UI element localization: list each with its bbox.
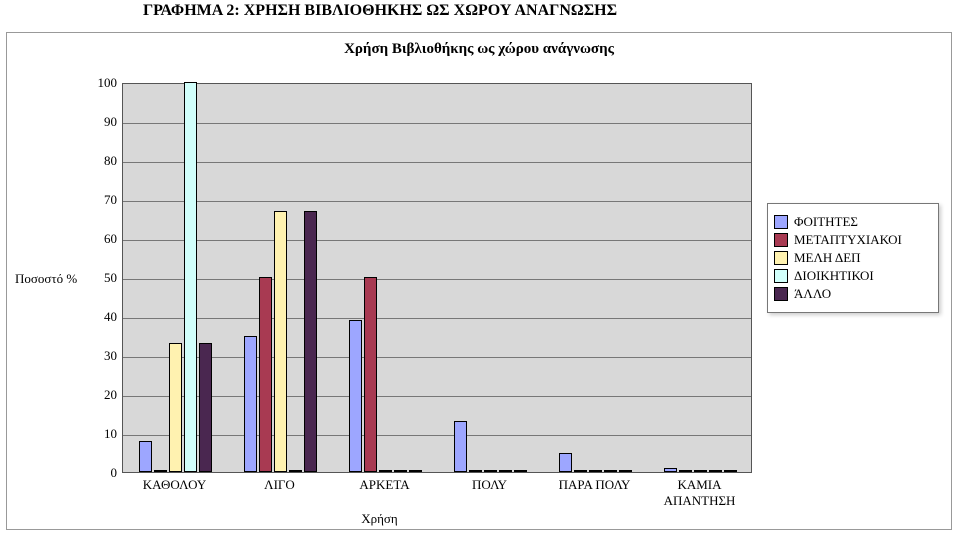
bar xyxy=(199,343,212,472)
legend-item: ΦΟΙΤΗΤΕΣ xyxy=(774,214,932,230)
bar xyxy=(469,470,482,472)
legend-swatch xyxy=(774,215,788,229)
x-tick-label: ΚΑΘΟΛΟΥ xyxy=(125,477,225,493)
bar xyxy=(274,211,287,472)
y-tick-label: 40 xyxy=(87,309,117,325)
grid-line xyxy=(123,318,751,319)
bar xyxy=(289,470,302,472)
grid-line xyxy=(123,201,751,202)
bar xyxy=(259,277,272,472)
bar xyxy=(454,421,467,472)
x-tick-label: ΚΑΜΙΑΑΠΑΝΤΗΣΗ xyxy=(650,477,750,509)
page-root: ΓΡΑΦΗΜΑ 2: ΧΡΗΣΗ ΒΙΒΛΙΟΘΗΚΗΣ ΩΣ ΧΩΡΟΥ ΑΝ… xyxy=(0,0,959,538)
y-tick-label: 60 xyxy=(87,231,117,247)
bar xyxy=(304,211,317,472)
y-tick-label: 80 xyxy=(87,153,117,169)
x-tick-label: ΠΟΛΥ xyxy=(440,477,540,493)
bar xyxy=(394,470,407,472)
legend-item: ΜΕΤΑΠΤΥΧΙΑΚΟΙ xyxy=(774,232,932,248)
y-tick-label: 70 xyxy=(87,192,117,208)
legend-swatch xyxy=(774,269,788,283)
legend: ΦΟΙΤΗΤΕΣ ΜΕΤΑΠΤΥΧΙΑΚΟΙ ΜΕΛΗ ΔΕΠ ΔΙΟΙΚΗΤΙΚΟΙ… xyxy=(767,203,939,313)
bar xyxy=(604,470,617,472)
legend-item: ΆΛΛΟ xyxy=(774,286,932,302)
y-tick-label: 20 xyxy=(87,387,117,403)
grid-line xyxy=(123,162,751,163)
bar xyxy=(139,441,152,472)
legend-label: ΦΟΙΤΗΤΕΣ xyxy=(794,214,858,230)
bar xyxy=(559,453,572,473)
bar xyxy=(679,470,692,472)
grid-line xyxy=(123,435,751,436)
bar xyxy=(409,470,422,472)
chart-subtitle: Χρήση Βιβλιοθήκης ως χώρου ανάγνωσης xyxy=(7,41,951,58)
legend-item: ΔΙΟΙΚΗΤΙΚΟΙ xyxy=(774,268,932,284)
legend-swatch xyxy=(774,287,788,301)
y-tick-label: 50 xyxy=(87,270,117,286)
y-axis-label: Ποσοστό % xyxy=(15,271,77,287)
x-tick-label: ΛΙΓΟ xyxy=(230,477,330,493)
bar xyxy=(694,470,707,472)
grid-line xyxy=(123,279,751,280)
legend-label: ΔΙΟΙΚΗΤΙΚΟΙ xyxy=(794,268,874,284)
grid-line xyxy=(123,123,751,124)
legend-item: ΜΕΛΗ ΔΕΠ xyxy=(774,250,932,266)
x-tick-label: ΠΑΡΑ ΠΟΛΥ xyxy=(545,477,645,493)
y-tick-label: 100 xyxy=(87,75,117,91)
bar xyxy=(169,343,182,472)
bar xyxy=(709,470,722,472)
bar xyxy=(724,470,737,472)
bar xyxy=(154,470,167,472)
grid-line xyxy=(123,357,751,358)
bar xyxy=(619,470,632,472)
y-tick-label: 10 xyxy=(87,426,117,442)
legend-label: ΆΛΛΟ xyxy=(794,286,831,302)
bar xyxy=(664,468,677,472)
x-axis-label: Χρήση xyxy=(7,511,752,527)
legend-label: ΜΕΤΑΠΤΥΧΙΑΚΟΙ xyxy=(794,232,902,248)
bar xyxy=(574,470,587,472)
legend-label: ΜΕΛΗ ΔΕΠ xyxy=(794,250,861,266)
bar xyxy=(379,470,392,472)
bar xyxy=(514,470,527,472)
plot-area xyxy=(122,83,752,473)
y-tick-label: 0 xyxy=(87,465,117,481)
legend-swatch xyxy=(774,251,788,265)
bar xyxy=(349,320,362,472)
grid-line xyxy=(123,240,751,241)
chart-panel: Χρήση Βιβλιοθήκης ως χώρου ανάγνωσης Ποσ… xyxy=(6,32,952,530)
bar xyxy=(244,336,257,473)
grid-line xyxy=(123,396,751,397)
bar xyxy=(364,277,377,472)
bar xyxy=(184,82,197,472)
bar xyxy=(484,470,497,472)
y-tick-label: 90 xyxy=(87,114,117,130)
page-title: ΓΡΑΦΗΜΑ 2: ΧΡΗΣΗ ΒΙΒΛΙΟΘΗΚΗΣ ΩΣ ΧΩΡΟΥ ΑΝ… xyxy=(0,2,760,20)
bar xyxy=(499,470,512,472)
y-tick-label: 30 xyxy=(87,348,117,364)
x-tick-label: ΑΡΚΕΤΑ xyxy=(335,477,435,493)
bar xyxy=(589,470,602,472)
legend-swatch xyxy=(774,233,788,247)
